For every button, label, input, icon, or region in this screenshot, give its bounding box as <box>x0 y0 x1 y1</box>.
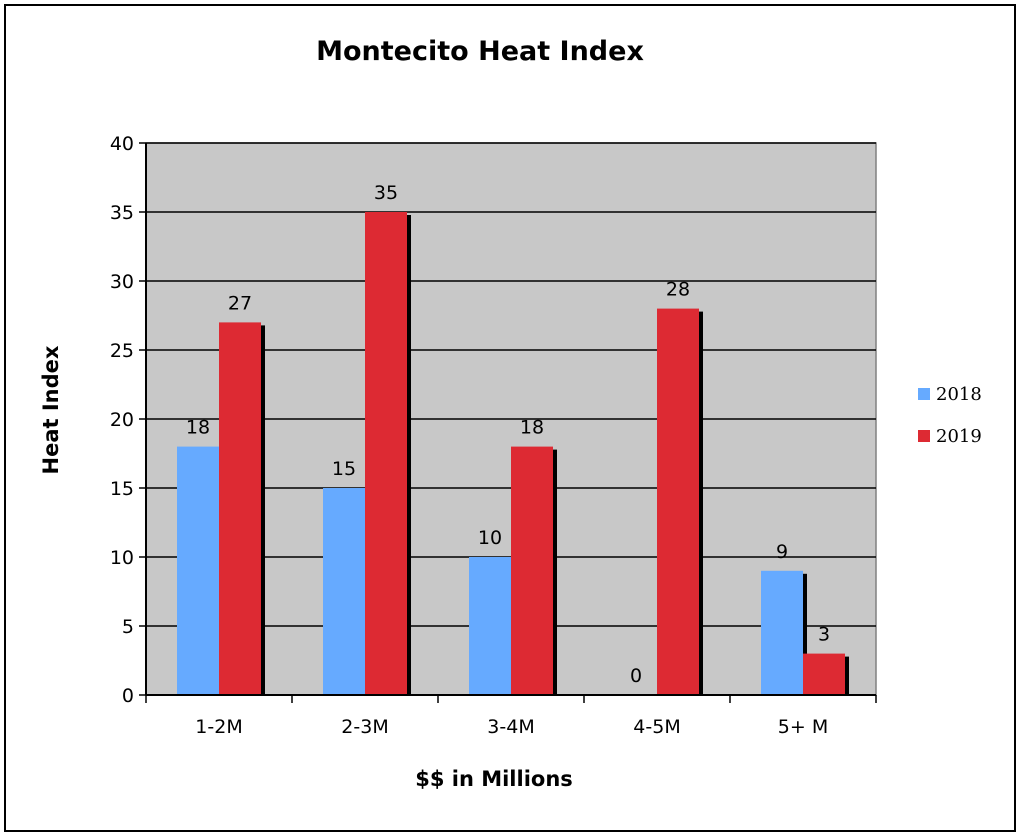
axes <box>139 142 877 703</box>
y-tick-label: 15 <box>110 478 134 500</box>
y-tick-label: 20 <box>110 409 134 431</box>
bar-2019-1-2M <box>219 322 261 695</box>
data-label-2018-1-2M: 18 <box>186 417 210 439</box>
y-tick-label: 25 <box>110 340 134 362</box>
y-tick-labels: 0 5 10 15 20 25 30 35 40 <box>110 133 134 707</box>
bar-2018-1-2M <box>177 446 219 695</box>
legend-swatch-2019 <box>918 430 930 442</box>
data-label-2019-1-2M: 27 <box>228 292 252 314</box>
y-tick-label: 0 <box>122 685 134 707</box>
bar-2019-5+ M <box>803 653 845 695</box>
x-tick-label: 1-2M <box>195 716 242 738</box>
chart-title: Montecito Heat Index <box>316 36 644 67</box>
y-tick-label: 5 <box>122 616 134 638</box>
bar-2019-2-3M <box>365 212 407 695</box>
data-label-2018-2-3M: 15 <box>332 458 356 480</box>
legend-swatch-2018 <box>918 388 930 400</box>
x-tick-label: 2-3M <box>341 716 388 738</box>
bar-2019-4-5M <box>657 308 699 695</box>
x-tick-label: 4-5M <box>633 716 680 738</box>
legend-label-2018: 2018 <box>936 384 982 405</box>
bar-2018-2-3M <box>323 488 365 695</box>
data-label-2019-4-5M: 28 <box>666 279 690 301</box>
bar-2018-5+ M <box>761 570 803 695</box>
y-tick-label: 35 <box>110 202 134 224</box>
y-tick-label: 40 <box>110 133 134 155</box>
data-label-2018-5+ M: 9 <box>776 541 788 563</box>
data-label-2018-4-5M: 0 <box>630 665 642 687</box>
data-label-2019-2-3M: 35 <box>374 182 398 204</box>
data-label-2019-3-4M: 18 <box>520 417 544 439</box>
bar-2019-3-4M <box>511 446 553 695</box>
y-tick-label: 30 <box>110 271 134 293</box>
bar-2018-3-4M <box>469 557 511 695</box>
x-axis-label: $$ in Millions <box>415 767 573 791</box>
data-label-2018-3-4M: 10 <box>478 527 502 549</box>
data-labels: 18 27 15 35 10 18 0 28 9 3 <box>186 182 830 687</box>
bars <box>177 212 845 695</box>
legend-label-2019: 2019 <box>936 426 982 447</box>
x-tick-label: 3-4M <box>487 716 534 738</box>
data-label-2019-5+ M: 3 <box>818 624 830 646</box>
x-tick-labels: 1-2M 2-3M 3-4M 4-5M 5+ M <box>195 716 828 738</box>
y-tick-label: 10 <box>110 547 134 569</box>
y-axis-label: Heat Index <box>39 345 63 474</box>
legend: 2018 2019 <box>918 384 982 447</box>
x-tick-label: 5+ M <box>778 716 828 738</box>
